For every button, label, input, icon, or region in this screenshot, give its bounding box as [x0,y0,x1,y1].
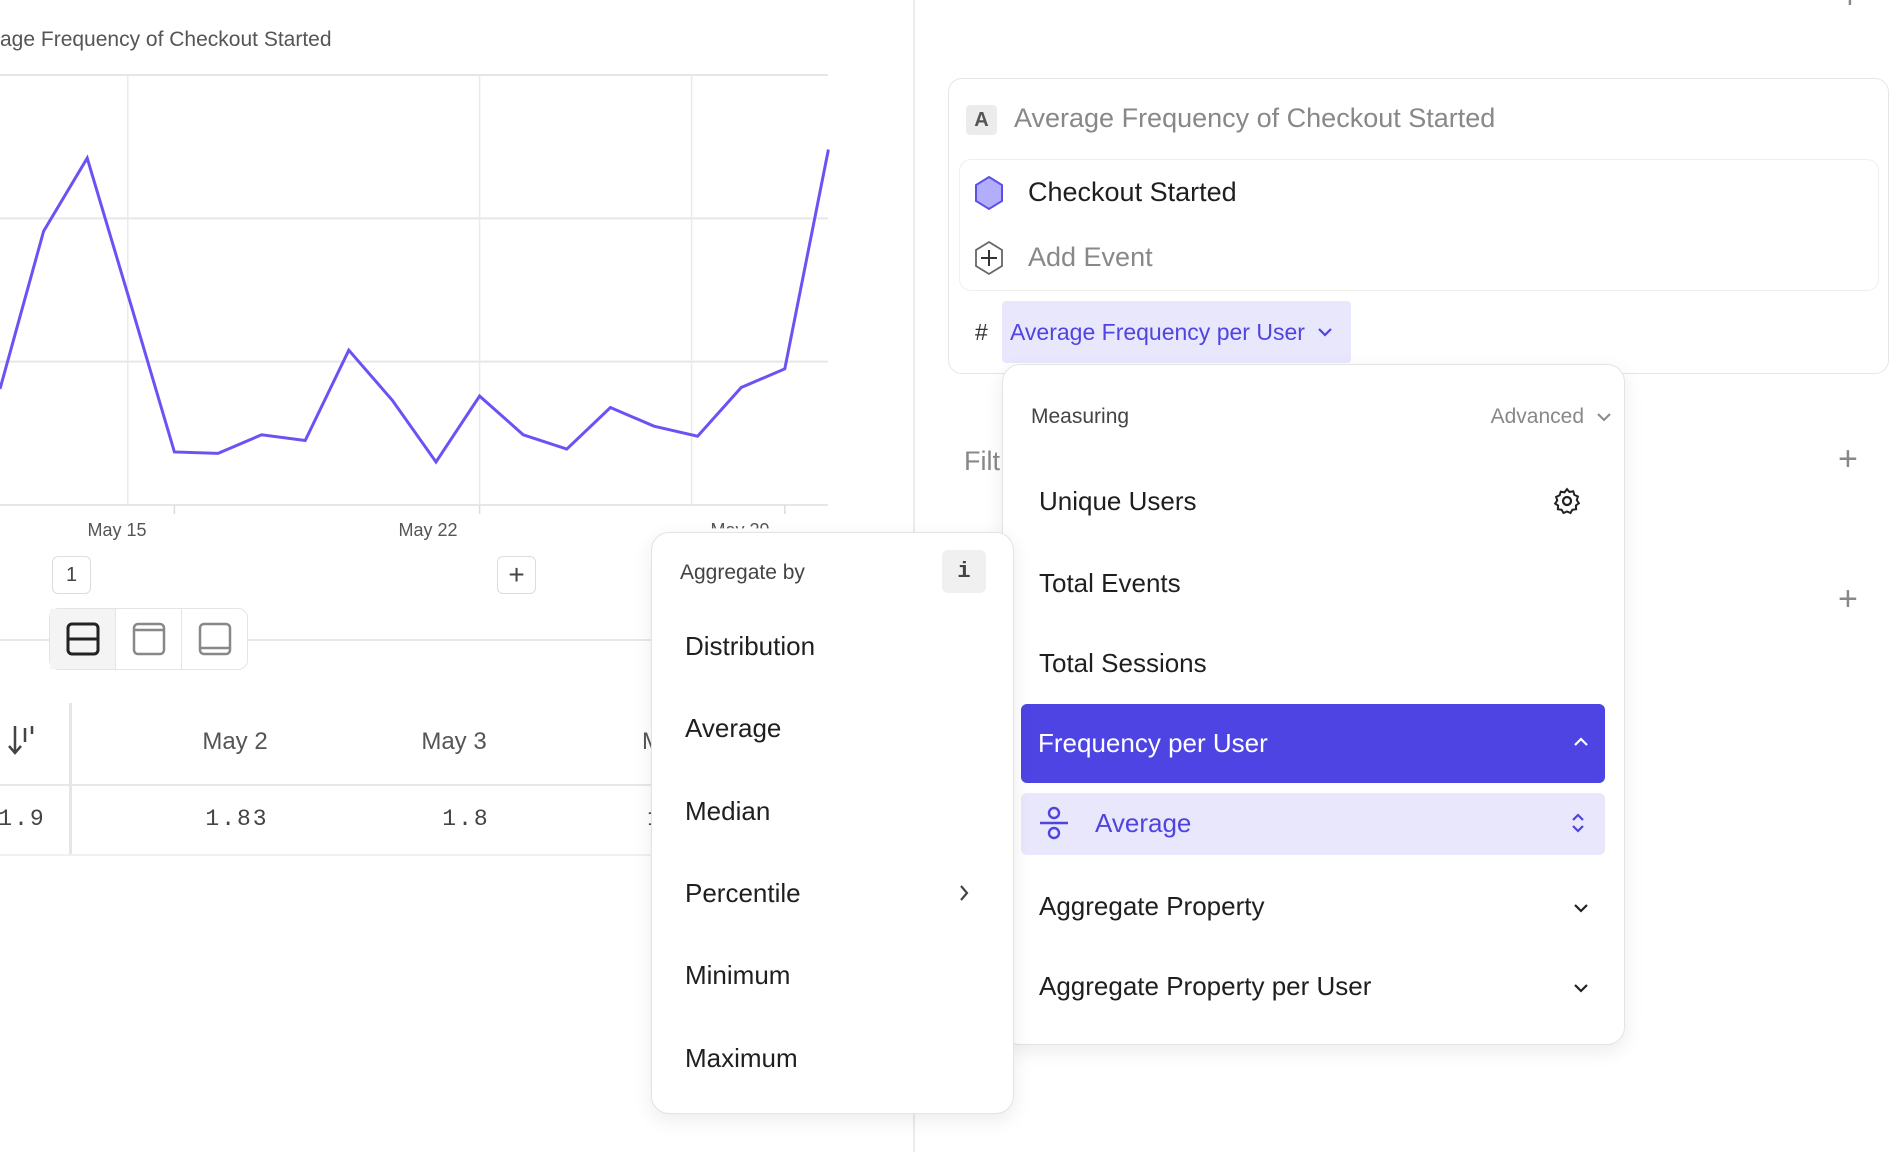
event-box [959,159,1879,291]
x-tick-label: May 22 [398,520,458,540]
add-filter-icon[interactable]: + [1838,440,1858,478]
selected-label: Frequency per User [1038,728,1268,758]
aggregate-option[interactable]: Maximum [685,1043,798,1073]
add-event-button[interactable]: Add Event [1028,242,1153,272]
line-chart [0,74,830,514]
chevron-down-icon [1597,413,1611,422]
metric-letter-badge: A [966,105,997,135]
menu-item-total-sessions[interactable]: Total Sessions [1039,648,1207,678]
advanced-toggle[interactable]: Advanced [1491,405,1584,429]
measuring-menu: Measuring Advanced Unique Users Total Ev… [1002,364,1625,1045]
menu-item-aggregate-property[interactable]: Aggregate Property [1039,891,1265,921]
sort-button[interactable] [5,722,39,763]
column-header[interactable]: May 2 [202,728,268,755]
gear-icon[interactable] [1552,486,1582,516]
info-button[interactable]: i [942,550,986,593]
aggregate-option[interactable]: Median [685,796,771,826]
add-breakdown-icon[interactable]: + [1838,580,1858,618]
filter-label: Filt [964,446,1000,476]
row-divider [0,784,651,786]
table-cell: 1.83 [205,806,269,832]
aggregate-option[interactable]: Minimum [685,960,791,990]
chevron-down-icon [1574,984,1588,993]
measure-dropdown[interactable]: Average Frequency per User [1002,301,1351,363]
add-button[interactable]: + [497,556,536,594]
top-view-button[interactable] [116,609,182,669]
bottom-view-icon [198,622,231,656]
page-number-button[interactable]: 1 [52,556,91,594]
series-line [0,149,830,465]
event-name[interactable]: Checkout Started [1028,177,1237,207]
chevron-down-icon [1574,904,1588,913]
split-view-icon [66,622,99,656]
average-icon [1040,806,1068,840]
table-cell: 1.8 [442,806,490,832]
chart-title: age Frequency of Checkout Started [0,28,332,51]
table-cell: 1.9 [0,806,46,832]
x-tick-label: May 15 [87,520,147,540]
column-divider [69,703,72,855]
event-hexagon-icon [975,175,1003,211]
aggregate-by-menu: Aggregate by i Distribution Average Medi… [651,532,1014,1114]
menu-item-frequency-per-user[interactable]: Frequency per User [1021,704,1605,783]
top-view-icon [132,622,165,656]
row-divider [0,854,651,856]
aggregate-option[interactable]: Average [685,713,782,743]
up-down-chevron-icon [1572,813,1584,833]
menu-item-total-events[interactable]: Total Events [1039,568,1181,598]
divider [0,639,651,641]
aggregate-option-percentile[interactable]: Percentile [685,878,801,908]
menu-item-unique-users[interactable]: Unique Users [1039,486,1197,516]
advanced-label: Advanced [1490,405,1584,428]
sort-icon [8,726,34,755]
column-header[interactable]: May 3 [421,728,487,755]
measure-label: Average Frequency per User [1010,318,1305,345]
chevron-down-icon [1318,328,1332,337]
menu-header: Aggregate by [680,561,805,584]
bottom-view-button[interactable] [182,609,247,669]
chevron-up-icon [1574,737,1588,746]
add-event-icon[interactable] [973,240,1005,276]
menu-item-aggregate-property-per-user[interactable]: Aggregate Property per User [1039,971,1372,1001]
chevron-right-icon [960,885,969,901]
aggregate-option[interactable]: Distribution [685,631,816,661]
aggregate-select[interactable]: Average [1021,793,1605,855]
hash-icon: # [975,319,988,345]
x-tick-label: May 29 [710,520,770,540]
add-metric-icon[interactable]: + [1840,0,1860,17]
menu-header: Measuring [1031,405,1130,428]
metric-title[interactable]: Average Frequency of Checkout Started [1014,103,1496,133]
split-view-button[interactable] [50,609,116,669]
view-toggle-group [49,608,248,670]
aggregate-value: Average [1095,808,1192,838]
